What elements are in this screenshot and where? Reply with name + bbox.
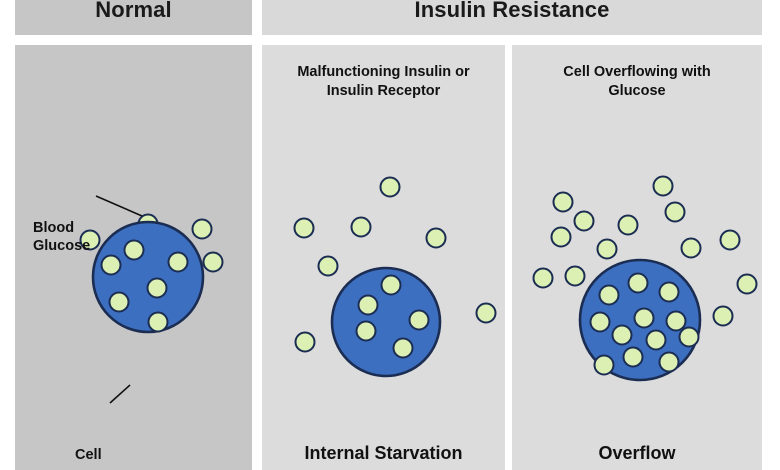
caption-internal-starvation: Internal Starvation Paradigm: [262, 440, 505, 470]
leader-line: [95, 195, 143, 217]
panel-normal: Blood Glucose Cell: [15, 45, 252, 470]
glucose-molecule-inside: [108, 291, 130, 313]
glucose-molecule-inside: [678, 326, 700, 348]
glucose-molecule-outside: [475, 302, 497, 324]
glucose-molecule-outside: [573, 210, 595, 232]
glucose-molecule-inside: [355, 320, 377, 342]
glucose-molecule-inside: [147, 311, 169, 333]
glucose-molecule-outside: [664, 201, 686, 223]
glucose-molecule-inside: [633, 307, 655, 329]
glucose-molecule-outside: [350, 216, 372, 238]
caption-overflow-paradigm-line1: Overflow: [598, 443, 676, 463]
glucose-molecule-inside: [123, 239, 145, 261]
glucose-molecule-inside: [392, 337, 414, 359]
glucose-molecule-outside: [317, 255, 339, 277]
cell-body: [91, 220, 205, 334]
right-cell-illustration: [532, 175, 758, 382]
glucose-molecule-outside: [79, 229, 101, 251]
caption-overflow-paradigm: Overflow Paradigm: [512, 440, 762, 470]
caption-internal-starvation-line1: Internal Starvation: [304, 443, 463, 463]
glucose-molecule-outside: [552, 191, 574, 213]
glucose-molecule-inside: [593, 354, 615, 376]
glucose-molecule-inside: [645, 329, 667, 351]
label-blood-glucose: Blood Glucose: [33, 219, 90, 255]
label-cell: Cell: [75, 447, 102, 463]
glucose-molecule-inside: [167, 251, 189, 273]
header-normal-text: Normal: [95, 0, 172, 22]
panel-malfunctioning-insulin: Malfunctioning Insulin or Insulin Recept…: [262, 45, 505, 470]
glucose-molecule-inside: [622, 346, 644, 368]
caption-malfunctioning-insulin: Malfunctioning Insulin or Insulin Recept…: [262, 63, 505, 101]
glucose-molecule-inside: [611, 324, 633, 346]
glucose-molecule-inside: [100, 254, 122, 276]
glucose-molecule-outside: [425, 227, 447, 249]
glucose-molecule-outside: [736, 273, 758, 295]
label-blood-glucose-line2: Glucose: [33, 238, 91, 254]
glucose-molecule-outside: [617, 214, 639, 236]
glucose-molecule-inside: [357, 294, 379, 316]
glucose-molecule-inside: [665, 310, 687, 332]
glucose-molecule-outside: [294, 331, 316, 353]
header-insulin-resistance: Insulin Resistance: [262, 0, 762, 35]
label-blood-glucose-line1: Blood: [33, 220, 75, 236]
header-normal: Normal: [15, 0, 252, 35]
caption-malfunctioning-insulin-line2: Insulin Receptor: [326, 83, 441, 99]
caption-overflow-paradigm-line2: Paradigm: [520, 466, 754, 470]
glucose-molecule-inside: [146, 277, 168, 299]
glucose-molecule-outside: [202, 251, 224, 273]
glucose-molecule-outside: [293, 217, 315, 239]
glucose-molecule-inside: [598, 284, 620, 306]
caption-cell-overflowing-line1: Cell Overflowing with: [563, 64, 711, 80]
caption-cell-overflowing-line2: Glucose: [608, 83, 666, 99]
glucose-molecule-outside: [680, 237, 702, 259]
glucose-molecule-outside: [550, 226, 572, 248]
glucose-molecule-outside: [532, 267, 554, 289]
caption-internal-starvation-line2: Paradigm: [270, 466, 497, 470]
glucose-molecule-outside: [719, 229, 741, 251]
middle-cell-illustration: [293, 176, 497, 378]
glucose-molecule-outside: [191, 218, 213, 240]
glucose-molecule-inside: [380, 274, 402, 296]
glucose-molecule-outside: [379, 176, 401, 198]
glucose-molecule-inside: [658, 351, 680, 373]
glucose-molecule-inside: [658, 281, 680, 303]
glucose-molecule-outside: [712, 305, 734, 327]
glucose-molecule-inside: [627, 272, 649, 294]
glucose-molecule-inside: [589, 311, 611, 333]
leader-line: [109, 384, 131, 404]
normal-cell-illustration: [79, 195, 224, 404]
glucose-molecule-outside: [564, 265, 586, 287]
glucose-molecule-outside: [652, 175, 674, 197]
caption-malfunctioning-insulin-line1: Malfunctioning Insulin or: [297, 64, 470, 80]
glucose-molecule-outside: [596, 238, 618, 260]
caption-cell-overflowing: Cell Overflowing with Glucose: [512, 63, 762, 101]
header-insulin-resistance-text: Insulin Resistance: [414, 0, 610, 22]
glucose-molecule-inside: [408, 309, 430, 331]
panel-cell-overflowing: Cell Overflowing with Glucose Overflow P…: [512, 45, 762, 470]
